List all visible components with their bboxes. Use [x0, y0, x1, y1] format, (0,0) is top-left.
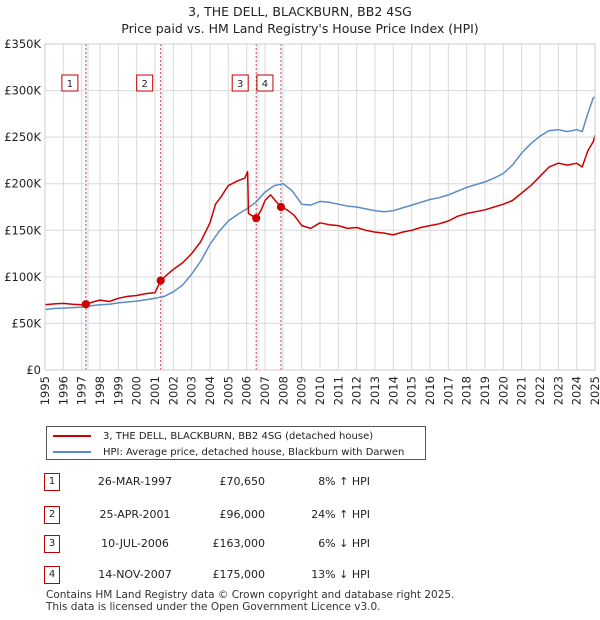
x-tick-label: 2000: [130, 376, 144, 405]
transaction-band: [256, 44, 260, 370]
table-row: 3 10-JUL-2006 £163,000 6% ↓ HPI: [40, 535, 400, 553]
table-row: 2 25-APR-2001 £96,000 24% ↑ HPI: [40, 506, 400, 524]
table-row: 4 14-NOV-2007 £175,000 13% ↓ HPI: [40, 566, 400, 584]
x-tick-label: 1996: [56, 376, 70, 405]
x-tick-label: 2017: [441, 376, 455, 405]
transaction-price: £163,000: [212, 537, 266, 550]
y-tick-label: £350K: [4, 37, 41, 51]
chart-title-block: 3, THE DELL, BLACKBURN, BB2 4SG Price pa…: [0, 3, 600, 37]
x-tick-label: 1999: [111, 376, 125, 405]
x-tick-label: 1998: [93, 376, 107, 405]
y-tick-label: £300K: [4, 84, 41, 98]
x-tick-label: 2009: [295, 376, 309, 405]
transaction-price: £70,650: [219, 475, 266, 488]
transaction-hpi-diff: 13% ↓ HPI: [311, 568, 370, 581]
transaction-label: 4: [262, 79, 268, 90]
transaction-price: £96,000: [219, 508, 266, 521]
y-tick-label: £100K: [4, 270, 41, 284]
x-tick-label: 2004: [203, 376, 217, 405]
x-tick-label: 2013: [368, 376, 382, 405]
transaction-hpi-diff: 8% ↑ HPI: [318, 475, 370, 488]
transaction-label-box: [61, 74, 79, 92]
series-line-hpi: [44, 96, 596, 311]
transaction-marker: [252, 214, 261, 223]
transaction-marker: [81, 300, 90, 309]
legend-item-hpi: HPI: Average price, detached house, Blac…: [53, 444, 404, 460]
x-tick-label: 2007: [258, 376, 272, 405]
transaction-date: 26-MAR-1997: [97, 475, 173, 488]
transaction-markers: [81, 202, 286, 309]
transaction-band: [85, 44, 90, 370]
transaction-hpi-diff: 24% ↑ HPI: [311, 508, 370, 521]
chart-subtitle: Price paid vs. HM Land Registry's House …: [121, 21, 479, 36]
y-tick-label: £200K: [4, 177, 41, 191]
legend-item-property: 3, THE DELL, BLACKBURN, BB2 4SG (detache…: [53, 428, 373, 444]
x-tick-label: 1995: [38, 376, 52, 405]
table-row: 1 26-MAR-1997 £70,650 8% ↑ HPI: [40, 473, 400, 491]
footer-licence: This data is licensed under the Open Gov…: [46, 601, 381, 613]
x-tick-label: 2014: [386, 376, 400, 405]
y-tick-label: £150K: [4, 223, 41, 237]
x-tick-label: 2020: [496, 376, 510, 405]
legend-label-hpi: HPI: Average price, detached house, Blac…: [103, 446, 405, 458]
x-tick-label: 2016: [423, 376, 437, 405]
x-tick-label: 2022: [533, 376, 547, 405]
x-tick-label: 2006: [240, 376, 254, 405]
transaction-date: 14-NOV-2007: [98, 568, 172, 581]
x-tick-label: 2010: [313, 376, 327, 405]
transaction-date: 10-JUL-2006: [101, 537, 169, 550]
series-line-property: [44, 135, 596, 306]
x-tick-label: 2002: [166, 376, 180, 405]
legend-label-property: 3, THE DELL, BLACKBURN, BB2 4SG (detache…: [103, 430, 374, 442]
axis-layer: £0 £50K £100K £150K £200K £250K £300K £350K 1995…: [4, 37, 600, 405]
y-tick-label: £250K: [4, 130, 41, 144]
x-tick-label: 1997: [75, 376, 89, 405]
chart-title: 3, THE DELL, BLACKBURN, BB2 4SG: [188, 4, 412, 19]
transaction-date: 25-APR-2001: [99, 508, 171, 521]
transaction-label-box: [231, 74, 249, 92]
x-tick-label: 2018: [460, 376, 474, 405]
transaction-label: 3: [237, 79, 243, 90]
x-tick-label: 2005: [221, 376, 235, 405]
x-tick-label: 2003: [185, 376, 199, 405]
grid-layer: [44, 43, 596, 371]
footer: Contains HM Land Registry data © Crown c…: [46, 589, 454, 613]
legend-swatch-hpi: [53, 451, 91, 453]
x-tick-label: 2015: [405, 376, 419, 405]
legend: 3, THE DELL, BLACKBURN, BB2 4SG (detache…: [46, 426, 426, 460]
x-tick-label: 2024: [570, 376, 584, 405]
transaction-label: 2: [141, 79, 147, 90]
transaction-label-box: [136, 74, 154, 92]
footer-copyright: Contains HM Land Registry data © Crown c…: [46, 589, 455, 601]
transaction-marker: [156, 276, 165, 285]
transaction-number-badge: 4: [44, 566, 60, 584]
x-tick-label: 2011: [331, 376, 345, 405]
x-tick-label: 2021: [515, 376, 529, 405]
x-tick-label: 2025: [588, 376, 600, 405]
transaction-price: £175,000: [212, 568, 266, 581]
transaction-number-badge: 3: [44, 535, 60, 553]
x-tick-label: 2023: [551, 376, 565, 405]
transaction-marker: [276, 202, 286, 212]
x-tick-label: 2001: [148, 376, 162, 405]
transaction-label: 1: [67, 79, 73, 90]
x-tick-label: 2019: [478, 376, 492, 405]
transaction-label-box: [256, 74, 274, 92]
y-tick-label: £0: [26, 363, 41, 377]
x-tick-label: 2012: [350, 376, 364, 405]
transaction-number-badge: 2: [44, 506, 60, 524]
transaction-number-badge: 1: [44, 473, 60, 491]
y-tick-label: £50K: [12, 316, 42, 330]
plot-frame: [44, 43, 596, 371]
transaction-hpi-diff: 6% ↓ HPI: [318, 537, 370, 550]
x-tick-label: 2008: [276, 376, 290, 405]
legend-swatch-property: [53, 435, 91, 437]
series-layer: [44, 96, 596, 311]
transaction-band: [160, 44, 164, 370]
